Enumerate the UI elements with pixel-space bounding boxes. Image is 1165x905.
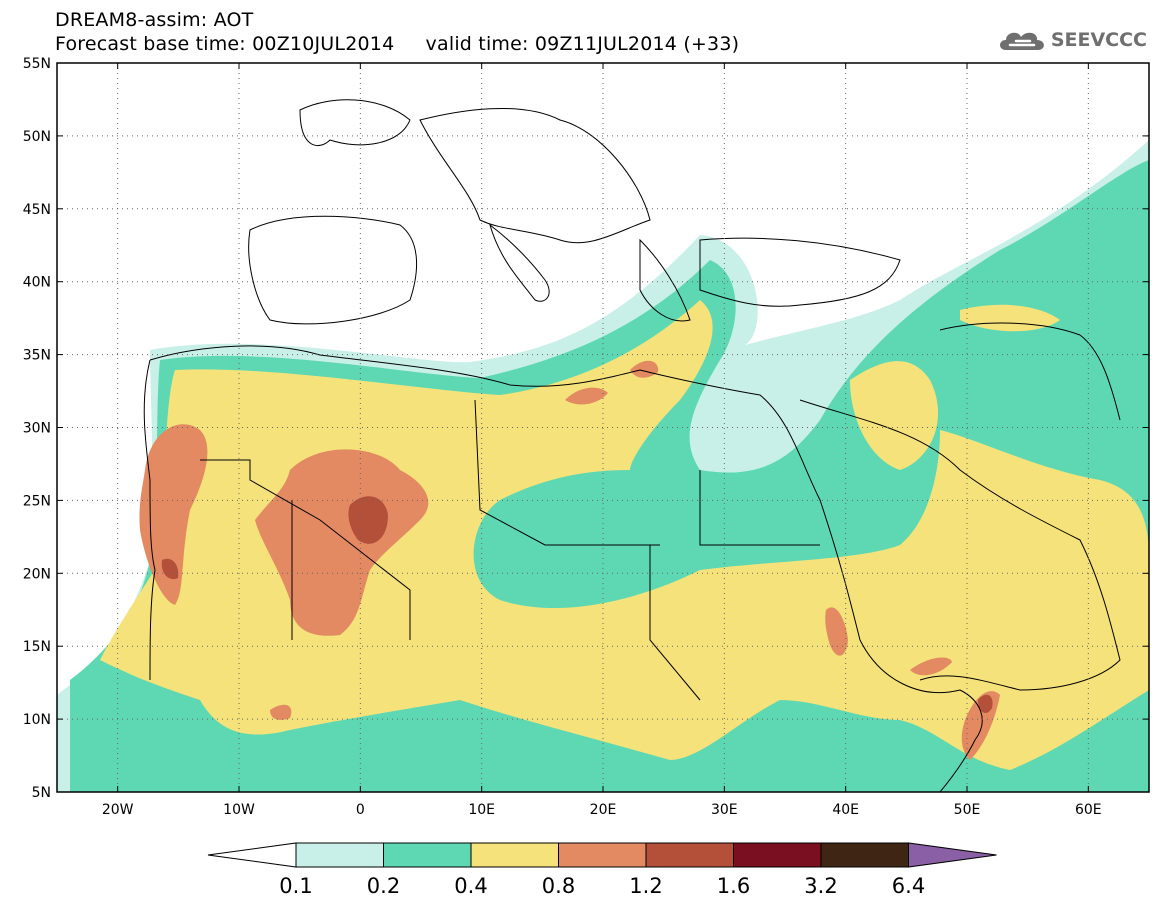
lon-label: 10W — [223, 802, 255, 818]
aot-contours — [57, 140, 1149, 792]
britain-coast — [299, 99, 411, 147]
sudan-border — [649, 545, 701, 701]
colorbar-label: 0.1 — [279, 874, 312, 898]
colorbar-label: 1.6 — [717, 874, 750, 898]
colorbar-label: 3.2 — [804, 874, 837, 898]
contour-1.2-coast — [161, 558, 179, 580]
contour-0.8-red-sea — [825, 607, 848, 656]
colorbar-label: 0.2 — [367, 874, 400, 898]
contour-0.4 — [100, 300, 1149, 770]
lon-label: 10E — [468, 802, 495, 818]
colorbar-over-arrow — [908, 842, 997, 868]
libya-border — [474, 399, 660, 546]
map-title: DREAM8-assim: AOT — [55, 9, 254, 31]
contour-0.8-central — [255, 449, 429, 636]
central-europe — [419, 108, 651, 244]
sahara-border — [200, 459, 411, 640]
lon-axis: 20W 10W 0 10E 20E 30E 40E 50E 60E — [102, 802, 1102, 818]
colorbar-label: 0.4 — [454, 874, 487, 898]
arabia-coast — [799, 399, 1121, 691]
contour-1.2-horn — [978, 694, 993, 714]
contour-0.8-west — [139, 424, 208, 605]
colorbar-under-arrow — [207, 842, 297, 868]
coastlines — [143, 99, 1121, 792]
contour-0.8-sinai — [630, 360, 659, 378]
lon-label: 60E — [1075, 802, 1102, 818]
lat-label: 25N — [23, 493, 51, 509]
north-africa-coast — [149, 345, 983, 792]
lat-label: 5N — [32, 785, 51, 801]
contour-0.8-gulf — [270, 704, 292, 720]
lon-label: 40E — [832, 802, 859, 818]
contour-1.2-mali — [348, 496, 388, 544]
colorbar-swatch — [733, 842, 822, 868]
west-africa-coast — [143, 359, 156, 681]
iberia-coast — [248, 215, 418, 325]
colorbar-swatch — [558, 842, 647, 868]
iran-coast — [939, 322, 1121, 421]
lat-label: 40N — [23, 275, 51, 291]
lat-label: 15N — [23, 639, 51, 655]
colorbar: 0.1 0.2 0.4 0.8 1.2 1.6 3.2 6.4 — [207, 842, 997, 898]
turkey-coast — [699, 237, 901, 307]
seevccc-logo: SEEVCCC — [996, 26, 1147, 54]
lat-label: 45N — [23, 202, 51, 218]
lon-label: 20E — [590, 802, 617, 818]
lon-label: 20W — [102, 802, 134, 818]
lon-label: 30E — [711, 802, 738, 818]
gridlines — [57, 63, 1149, 792]
contour-0.4-asia — [850, 361, 939, 470]
lon-label: 0 — [356, 802, 365, 818]
colorbar-label: 0.8 — [542, 874, 575, 898]
forecast-time-line: Forecast base time: 00Z10JUL2014 valid t… — [55, 33, 740, 55]
contour-0.8-libya — [565, 387, 608, 405]
logo-text: SEEVCCC — [1050, 29, 1147, 51]
colorbar-swatch — [645, 842, 734, 868]
lat-label: 10N — [23, 712, 51, 728]
italy-coast — [489, 223, 550, 302]
contour-0.8-aden — [910, 657, 952, 676]
lat-label: 55N — [23, 56, 51, 72]
colorbar-swatch — [295, 842, 384, 868]
cloud-icon — [999, 32, 1044, 50]
lat-label: 20N — [23, 566, 51, 582]
colorbar-label: 6.4 — [892, 874, 925, 898]
axis-ticks — [57, 62, 1149, 793]
lat-label: 30N — [23, 421, 51, 437]
lat-label: 50N — [23, 129, 51, 145]
lon-label: 50E — [954, 802, 981, 818]
egypt-border — [699, 470, 820, 546]
lat-axis: 55N 50N 45N 40N 35N 30N 25N 20N 15N 10N 5N — [23, 56, 51, 801]
colorbar-swatch — [383, 842, 472, 868]
colorbar-label: 1.2 — [629, 874, 662, 898]
colorbar-swatch — [470, 842, 559, 868]
colorbar-swatch — [820, 842, 909, 868]
greece-coast — [639, 238, 691, 322]
lat-label: 35N — [23, 348, 51, 364]
